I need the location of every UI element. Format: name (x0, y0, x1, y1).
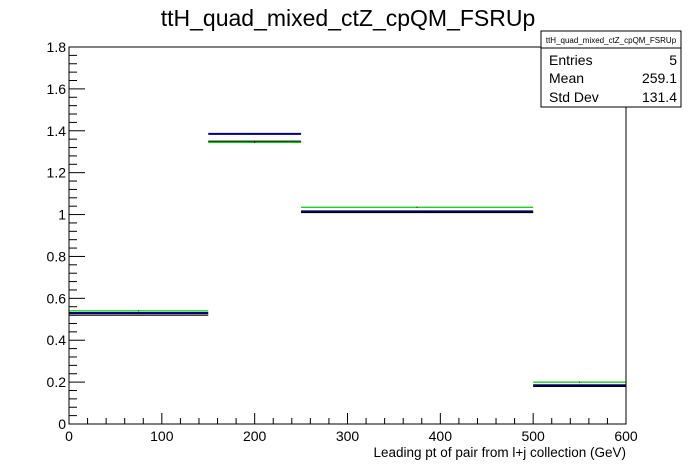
bin-center-marker (416, 206, 418, 208)
x-tick-label: 0 (65, 428, 73, 444)
series-layer (69, 132, 626, 387)
x-axis-label: Leading pt of pair from l+j collection (… (374, 445, 627, 460)
x-tick-label: 400 (429, 428, 453, 444)
bin-center-marker (254, 141, 256, 143)
bin-center-marker (579, 381, 581, 383)
bin-center-marker (416, 210, 418, 212)
bin-center-marker (138, 310, 140, 312)
x-tick-label: 300 (336, 428, 360, 444)
y-tick-label: 1.4 (47, 123, 67, 139)
y-tick-label: 1.6 (47, 81, 67, 97)
chart-title: ttH_quad_mixed_ctZ_cpQM_FSRUp (161, 5, 536, 31)
x-tick-label: 600 (614, 428, 638, 444)
bin-center-marker (254, 133, 256, 135)
y-tick-label: 1.8 (47, 39, 67, 55)
stats-mean-label: Mean (549, 70, 584, 86)
y-tick-label: 1 (58, 207, 66, 223)
bin-center-marker (579, 384, 581, 386)
y-tick-label: 0.8 (47, 248, 67, 264)
x-tick-label: 200 (243, 428, 267, 444)
stats-mean-value: 259.1 (642, 70, 677, 86)
y-tick-label: 1.2 (47, 165, 67, 181)
stats-entries-label: Entries (549, 52, 593, 68)
stats-box-name: ttH_quad_mixed_ctZ_cpQM_FSRUp (546, 36, 677, 45)
bin-center-marker (416, 211, 418, 213)
stats-box: ttH_quad_mixed_ctZ_cpQM_FSRUp Entries 5 … (540, 30, 682, 108)
x-tick-label: 500 (521, 428, 545, 444)
stats-box-frame (540, 30, 682, 108)
y-tick-label: 0.4 (47, 332, 67, 348)
bin-center-marker (138, 312, 140, 314)
bin-center-marker (138, 314, 140, 316)
stats-stddev-label: Std Dev (549, 89, 599, 105)
plot-frame (68, 46, 627, 425)
y-tick-label: 0 (58, 416, 66, 432)
y-tick-label: 0.2 (47, 374, 67, 390)
bin-center-marker (579, 385, 581, 387)
x-tick-label: 100 (150, 428, 174, 444)
stats-stddev-value: 131.4 (642, 89, 677, 105)
bin-center-marker (254, 140, 256, 142)
stats-entries-value: 5 (669, 52, 677, 68)
y-tick-label: 0.6 (47, 290, 67, 306)
